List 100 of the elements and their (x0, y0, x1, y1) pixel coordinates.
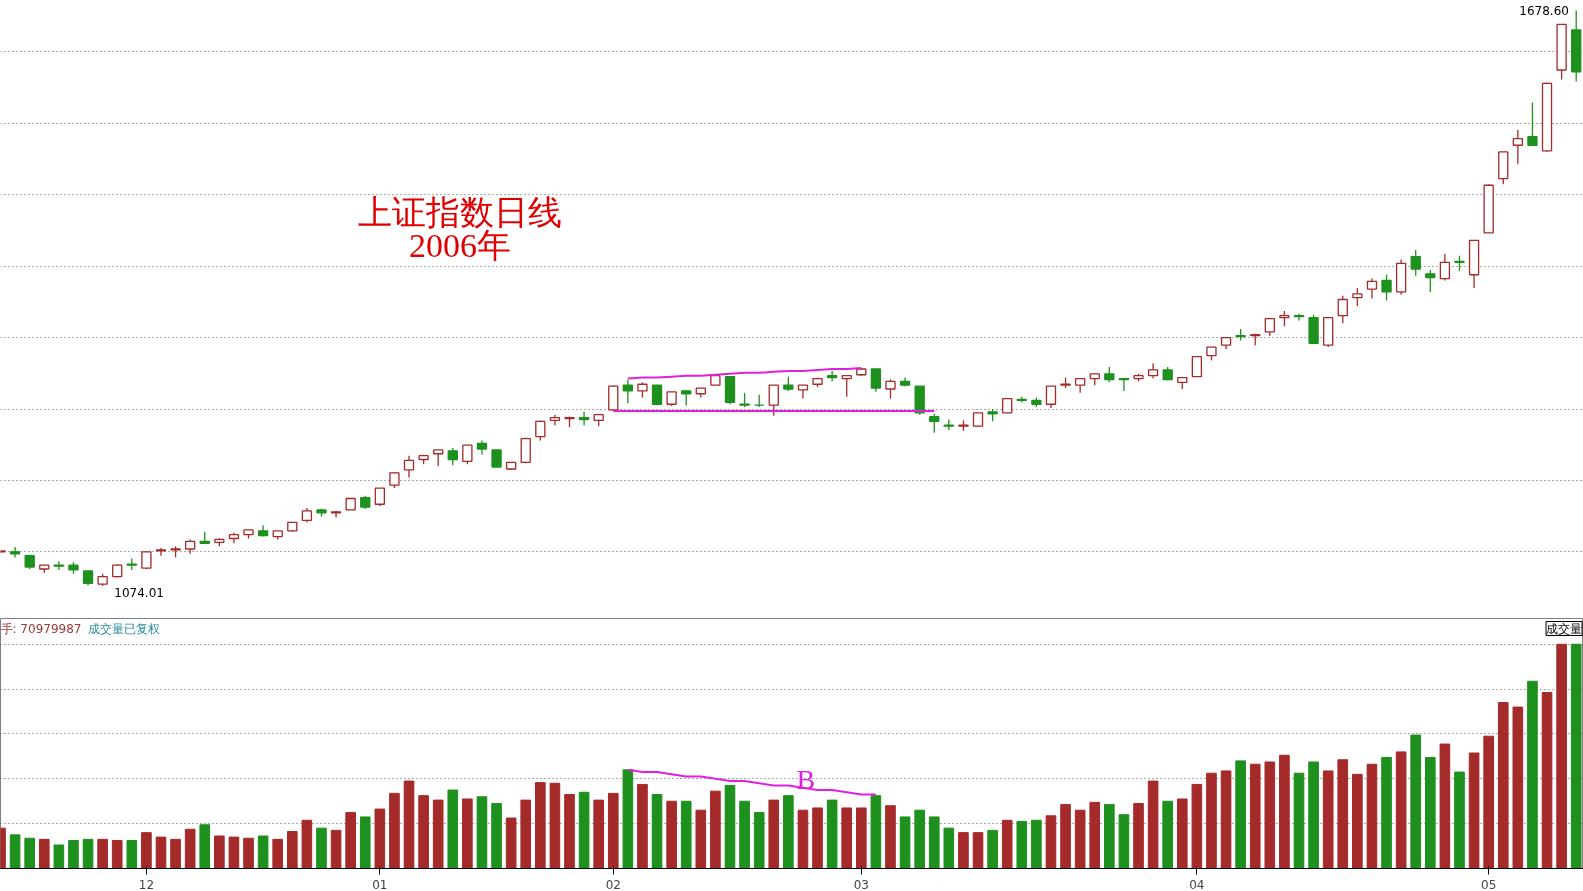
candlestick (885, 378, 896, 400)
bar (1104, 804, 1115, 869)
bar (1410, 734, 1422, 869)
bar (1249, 763, 1261, 869)
candlestick (768, 384, 779, 417)
bar (1468, 752, 1480, 869)
bar (170, 838, 181, 869)
bar (841, 807, 853, 869)
bar (53, 844, 65, 869)
bar (1454, 771, 1465, 869)
bar (447, 789, 459, 869)
bar (199, 824, 211, 869)
bar (1264, 761, 1276, 869)
bar (1527, 680, 1538, 869)
bar (826, 799, 838, 869)
bar (316, 827, 327, 869)
bar (403, 780, 415, 869)
candlestick (1191, 355, 1203, 378)
bar (24, 837, 35, 869)
candlestick (330, 510, 342, 519)
candlestick (53, 560, 65, 571)
bar (418, 795, 429, 869)
bar (520, 799, 532, 869)
bar (914, 809, 925, 869)
bar (1424, 757, 1436, 869)
bar (622, 769, 634, 869)
bar (768, 799, 780, 869)
bar (476, 796, 488, 869)
bar (272, 838, 284, 869)
bar (389, 792, 400, 869)
bar (928, 816, 940, 869)
text: 手: 70979987 (0, 621, 82, 636)
bar (155, 836, 167, 869)
candlestick (535, 419, 546, 442)
bar (462, 798, 473, 869)
candlestick (1352, 287, 1363, 307)
bar (870, 795, 882, 869)
bar (1337, 759, 1349, 869)
bar (228, 836, 240, 869)
annotation: 1678.60 (1519, 3, 1569, 18)
bar (943, 827, 955, 869)
bar (1366, 763, 1378, 869)
bar (695, 809, 707, 869)
bar (797, 809, 809, 869)
bar (286, 831, 298, 869)
candlestick (929, 413, 940, 434)
bar (812, 807, 823, 869)
candlestick (608, 384, 619, 412)
bar (38, 838, 50, 869)
bar (1497, 702, 1509, 869)
bar (1147, 780, 1159, 869)
bar (97, 838, 108, 869)
bar (505, 817, 517, 869)
bar (593, 799, 604, 869)
bar (710, 790, 721, 869)
candlestick (1045, 385, 1057, 409)
candlestick (1147, 362, 1159, 380)
bar (374, 808, 386, 869)
candlestick (841, 375, 852, 398)
bar (1220, 770, 1232, 869)
bar (68, 839, 79, 869)
bar (491, 802, 502, 869)
bar (111, 839, 123, 869)
bar (1060, 804, 1071, 869)
candlestick (1118, 377, 1130, 392)
candlestick (403, 455, 415, 479)
annotation: 1074.01 (114, 586, 164, 601)
bar (972, 832, 984, 869)
text: 成交量 (1546, 621, 1583, 636)
bar (637, 783, 648, 869)
bar (1352, 773, 1363, 869)
bar (1293, 772, 1305, 869)
bar (1089, 801, 1101, 869)
bar (1322, 770, 1334, 869)
bar (1556, 643, 1567, 869)
bar (1308, 761, 1319, 869)
bar (958, 832, 969, 869)
bar (783, 795, 794, 869)
bar (9, 834, 21, 869)
bar (126, 839, 138, 869)
bar (1279, 754, 1290, 869)
x-tick-label: 05 (1481, 877, 1497, 891)
candlestick (1425, 269, 1436, 293)
bar (1074, 809, 1086, 869)
bar (549, 782, 561, 869)
x-tick-label: 03 (853, 877, 869, 891)
bar (1206, 772, 1217, 869)
bar (1541, 691, 1553, 869)
bar (243, 837, 254, 869)
bar (1483, 735, 1494, 869)
bar (1570, 643, 1582, 869)
bar (1162, 800, 1173, 869)
candlestick (9, 546, 21, 559)
bar (184, 828, 196, 869)
x-tick-label: 01 (372, 877, 388, 891)
candlestick (374, 487, 386, 507)
bar (578, 791, 590, 869)
bar (1395, 751, 1407, 869)
candlestick (462, 444, 473, 465)
candlestick (797, 384, 809, 400)
